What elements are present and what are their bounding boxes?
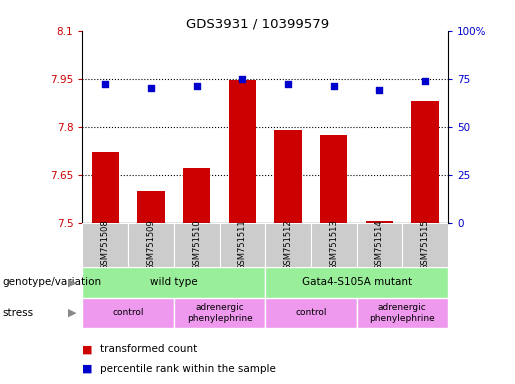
Text: genotype/variation: genotype/variation — [3, 277, 101, 287]
Text: GSM751510: GSM751510 — [192, 220, 201, 270]
Text: wild type: wild type — [150, 277, 198, 287]
Bar — [82, 267, 265, 298]
Text: GSM751515: GSM751515 — [421, 220, 430, 270]
Text: control: control — [112, 308, 144, 318]
Bar — [174, 223, 219, 267]
Text: ▶: ▶ — [67, 277, 76, 287]
Point — [375, 87, 384, 93]
Bar — [320, 135, 348, 223]
Bar — [311, 223, 356, 267]
Bar — [402, 223, 448, 267]
Text: GSM751513: GSM751513 — [329, 219, 338, 270]
Point — [238, 76, 247, 82]
Text: GDS3931 / 10399579: GDS3931 / 10399579 — [186, 17, 329, 30]
Text: transformed count: transformed count — [100, 344, 198, 354]
Point — [193, 83, 201, 89]
Text: ■: ■ — [82, 364, 93, 374]
Point — [330, 83, 338, 89]
Bar — [137, 191, 165, 223]
Bar — [174, 298, 265, 328]
Bar — [219, 223, 265, 267]
Text: control: control — [295, 308, 327, 318]
Text: GSM751512: GSM751512 — [284, 220, 293, 270]
Bar — [356, 298, 448, 328]
Bar — [92, 152, 119, 223]
Point — [147, 85, 155, 91]
Point — [284, 81, 292, 88]
Bar — [128, 223, 174, 267]
Bar — [229, 80, 256, 223]
Text: stress: stress — [3, 308, 33, 318]
Text: ■: ■ — [82, 344, 93, 354]
Text: GSM751514: GSM751514 — [375, 220, 384, 270]
Text: GSM751511: GSM751511 — [238, 220, 247, 270]
Bar — [265, 223, 311, 267]
Bar — [183, 168, 210, 223]
Bar — [274, 130, 302, 223]
Text: Gata4-S105A mutant: Gata4-S105A mutant — [302, 277, 411, 287]
Text: GSM751509: GSM751509 — [146, 220, 156, 270]
Text: adrenergic
phenylephrine: adrenergic phenylephrine — [369, 303, 435, 323]
Bar — [82, 223, 128, 267]
Bar — [265, 298, 356, 328]
Text: ▶: ▶ — [67, 308, 76, 318]
Bar — [356, 223, 402, 267]
Text: adrenergic
phenylephrine: adrenergic phenylephrine — [186, 303, 252, 323]
Bar — [366, 221, 393, 223]
Bar — [411, 101, 439, 223]
Text: GSM751508: GSM751508 — [101, 219, 110, 270]
Bar — [265, 267, 448, 298]
Point — [101, 81, 109, 88]
Bar — [82, 298, 174, 328]
Point — [421, 78, 430, 84]
Text: percentile rank within the sample: percentile rank within the sample — [100, 364, 277, 374]
